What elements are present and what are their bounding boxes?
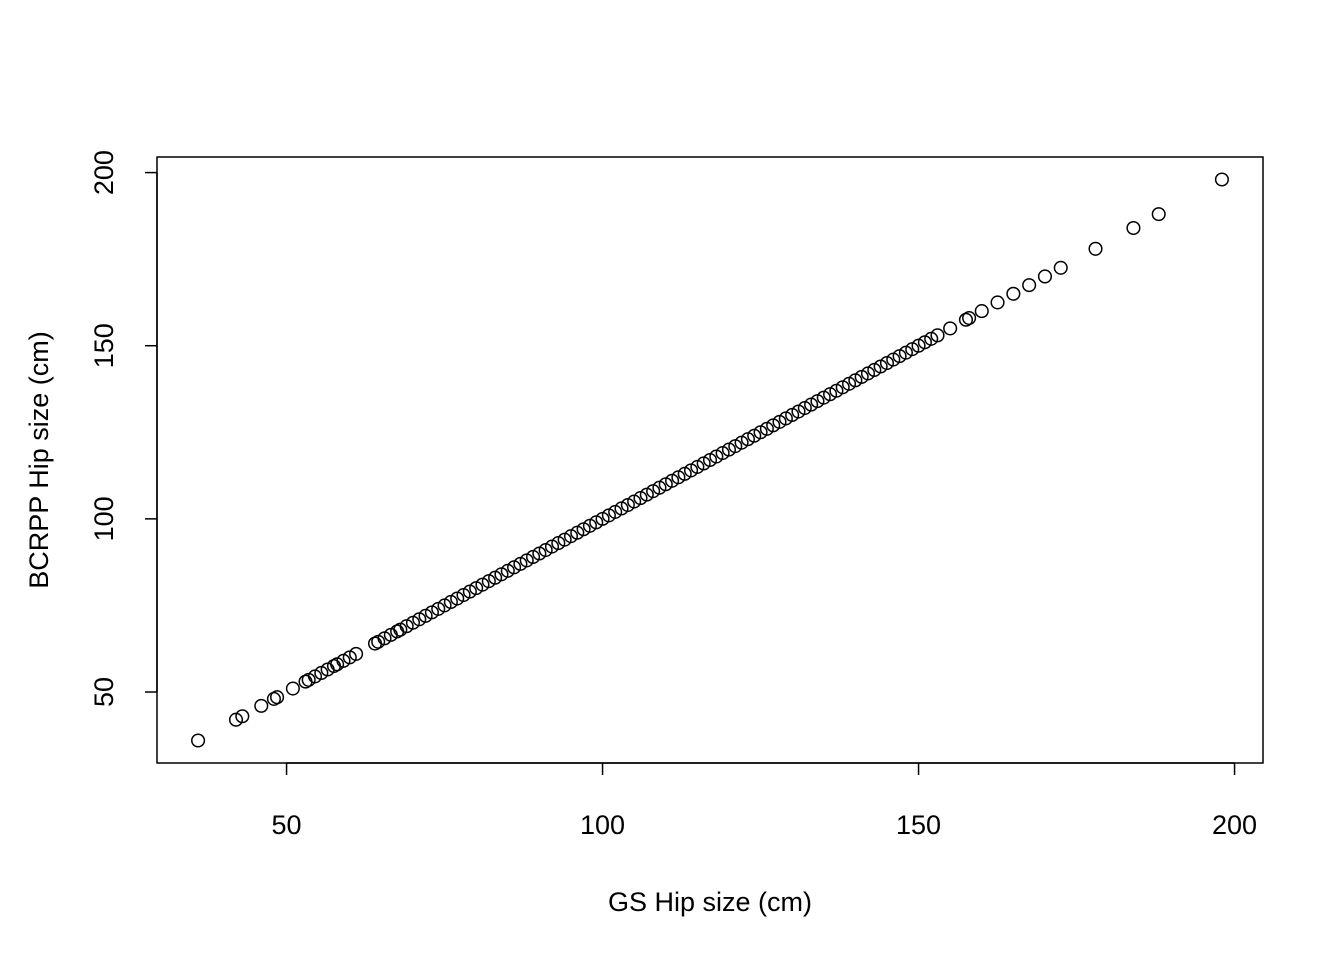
data-point — [235, 709, 250, 724]
data-point — [1053, 260, 1068, 275]
data-point — [974, 304, 989, 319]
y-tick-label: 150 — [89, 323, 119, 368]
data-point — [349, 646, 364, 661]
data-point — [958, 312, 974, 327]
x-tick-label: 100 — [580, 810, 625, 840]
data-point — [1037, 269, 1053, 284]
data-points — [191, 172, 1229, 748]
x-axis: 50 100 150 200 — [272, 762, 1257, 840]
data-point — [1214, 172, 1229, 187]
data-point — [1006, 286, 1021, 301]
data-point — [930, 328, 945, 343]
x-tick-label: 150 — [896, 810, 941, 840]
y-axis: 50 100 150 200 — [89, 150, 158, 707]
data-point — [962, 310, 977, 326]
y-tick-label: 200 — [89, 150, 119, 195]
y-axis-label: BCRPP Hip size (cm) — [24, 331, 54, 589]
data-point — [254, 698, 269, 713]
x-tick-label: 50 — [272, 810, 302, 840]
data-point — [1126, 220, 1141, 236]
data-point — [191, 733, 206, 748]
data-point — [990, 295, 1005, 310]
y-tick-label: 100 — [89, 496, 119, 541]
data-point — [1088, 241, 1103, 256]
data-point — [1151, 207, 1166, 222]
data-point — [285, 681, 300, 696]
plot-frame — [156, 156, 1264, 764]
data-point — [270, 690, 285, 705]
data-point — [1022, 278, 1037, 293]
x-tick-label: 200 — [1212, 810, 1257, 840]
data-point — [943, 321, 958, 336]
x-axis-label: GS Hip size (cm) — [608, 887, 812, 917]
data-point — [266, 691, 281, 706]
y-tick-label: 50 — [89, 677, 119, 707]
